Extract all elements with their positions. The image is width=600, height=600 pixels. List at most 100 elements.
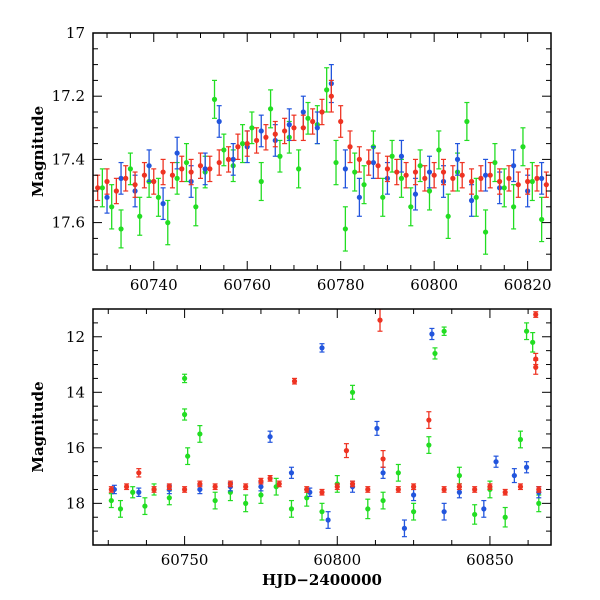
data-point <box>263 134 269 140</box>
data-layer <box>95 63 549 255</box>
data-point <box>377 317 383 323</box>
data-point <box>536 486 542 493</box>
data-point <box>365 486 371 493</box>
data-point <box>95 185 101 191</box>
data-point <box>137 213 143 219</box>
data-point <box>249 125 255 131</box>
data-point <box>472 511 478 518</box>
y-axis-label: Magnitude <box>29 381 47 472</box>
data-point <box>127 166 133 172</box>
data-point <box>436 147 442 153</box>
y-tick-label: 17.2 <box>52 87 85 105</box>
data-point <box>258 492 264 498</box>
data-point <box>370 159 377 166</box>
data-point <box>155 194 162 200</box>
data-point <box>342 166 348 172</box>
data-point <box>305 115 311 121</box>
data-point <box>169 172 176 178</box>
y-tick-label: 12 <box>66 328 85 346</box>
data-point <box>277 153 283 159</box>
data-point <box>530 339 536 345</box>
data-point <box>288 470 295 476</box>
data-point <box>225 156 232 162</box>
x-axis-label: HJD−2400000 <box>262 571 382 589</box>
data-point <box>366 159 372 166</box>
data-point <box>253 137 260 144</box>
data-point <box>380 194 386 200</box>
data-point <box>272 131 278 137</box>
data-point <box>166 495 172 501</box>
data-point <box>243 500 249 506</box>
data-point <box>314 125 320 131</box>
data-point <box>426 442 432 448</box>
data-point <box>375 163 381 169</box>
data-point <box>533 364 539 370</box>
plot-frame <box>92 32 552 271</box>
data-point <box>151 486 157 493</box>
data-point <box>123 175 129 181</box>
data-point <box>211 96 218 102</box>
y-tick-label: 18 <box>66 494 85 512</box>
data-point <box>398 175 405 181</box>
data-point <box>468 178 475 185</box>
data-point <box>395 470 401 476</box>
x-tick-label: 60750 <box>161 551 209 569</box>
data-point <box>212 484 218 490</box>
data-point <box>511 163 517 169</box>
data-point <box>365 506 371 512</box>
data-point <box>380 497 386 504</box>
data-point <box>496 178 503 185</box>
data-point <box>258 178 264 185</box>
data-point <box>258 478 264 484</box>
data-point <box>523 328 530 334</box>
data-point <box>300 109 306 115</box>
data-point <box>108 486 114 493</box>
data-point <box>328 93 334 99</box>
data-point <box>282 128 288 134</box>
data-point <box>109 204 115 210</box>
data-point <box>276 481 282 487</box>
data-point <box>422 175 428 181</box>
data-point <box>445 213 451 219</box>
data-point <box>108 497 114 504</box>
data-point <box>450 175 456 181</box>
data-point <box>487 172 493 178</box>
x-tick-label: 60780 <box>317 276 365 294</box>
data-point <box>441 328 447 334</box>
data-point <box>267 475 273 481</box>
data-point <box>454 156 461 162</box>
data-point <box>151 178 157 185</box>
data-point <box>543 182 549 188</box>
data-point <box>481 506 487 512</box>
data-point <box>501 185 507 191</box>
series-0 <box>108 322 542 528</box>
data-point <box>536 500 542 506</box>
data-point <box>243 484 249 490</box>
data-point <box>342 226 348 232</box>
series-1 <box>111 327 542 538</box>
data-point <box>142 503 148 509</box>
data-point <box>356 156 362 162</box>
data-point <box>338 118 344 125</box>
data-point <box>136 489 142 495</box>
data-point <box>104 194 110 200</box>
data-point <box>300 125 306 131</box>
data-point <box>412 169 419 175</box>
series-2 <box>95 79 549 205</box>
data-point <box>291 378 298 384</box>
data-point <box>523 464 530 470</box>
data-point <box>197 431 203 437</box>
data-point <box>349 389 356 395</box>
data-point <box>482 229 489 235</box>
data-point <box>417 163 423 169</box>
data-point <box>343 448 350 454</box>
data-point <box>319 489 325 495</box>
data-point <box>207 166 213 172</box>
data-point <box>319 345 325 351</box>
data-point <box>464 118 470 125</box>
data-point <box>411 509 417 515</box>
data-point <box>534 175 540 181</box>
data-point <box>230 156 236 162</box>
data-point <box>533 311 539 318</box>
data-point <box>412 191 419 197</box>
